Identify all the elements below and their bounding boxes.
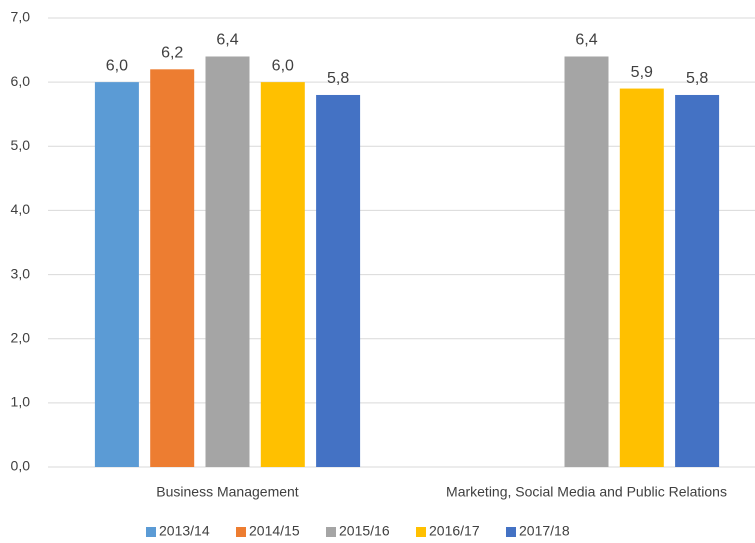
data-label: 6,4 — [575, 32, 597, 49]
data-label: 6,0 — [272, 57, 294, 74]
y-tick-label: 7,0 — [11, 9, 31, 25]
data-label: 6,0 — [106, 57, 128, 74]
y-tick-label: 0,0 — [11, 458, 31, 474]
data-label: 6,4 — [216, 32, 238, 49]
legend-swatch — [326, 527, 336, 537]
y-tick-label: 1,0 — [11, 394, 31, 410]
bar — [316, 94, 361, 467]
legend-swatch — [236, 527, 246, 537]
legend-label: 2013/14 — [159, 523, 210, 539]
x-tick-label: Business Management — [156, 484, 299, 500]
bar — [619, 88, 664, 468]
y-tick-label: 4,0 — [11, 201, 31, 217]
bar — [675, 94, 720, 467]
legend-label: 2014/15 — [249, 523, 300, 539]
data-label: 5,8 — [327, 70, 349, 87]
legend-label: 2015/16 — [339, 523, 390, 539]
legend-swatch — [146, 527, 156, 537]
bar — [260, 82, 305, 468]
data-label: 6,2 — [161, 45, 183, 62]
y-tick-label: 5,0 — [11, 137, 31, 153]
data-label: 5,9 — [631, 64, 653, 81]
x-tick-label: Marketing, Social Media and Public Relat… — [446, 484, 727, 500]
y-tick-label: 6,0 — [11, 73, 31, 89]
data-label: 5,8 — [686, 70, 708, 87]
legend-label: 2017/18 — [519, 523, 570, 539]
bar — [205, 56, 250, 467]
legend-swatch — [506, 527, 516, 537]
legend-label: 2016/17 — [429, 523, 480, 539]
bar — [94, 82, 139, 468]
bar — [150, 69, 195, 468]
bar — [564, 56, 609, 467]
y-tick-label: 3,0 — [11, 265, 31, 281]
y-tick-label: 2,0 — [11, 329, 31, 345]
legend-swatch — [416, 527, 426, 537]
